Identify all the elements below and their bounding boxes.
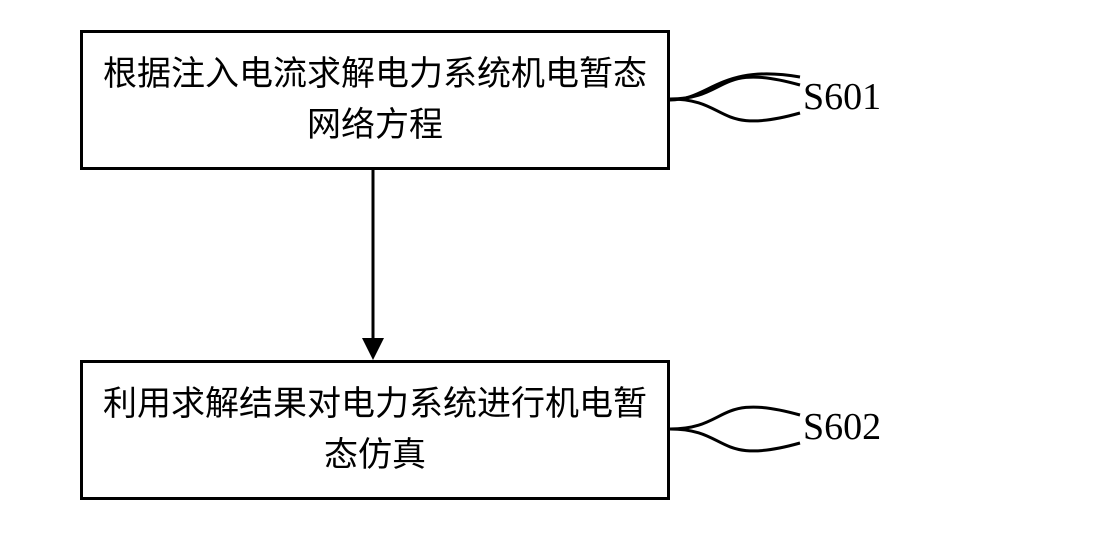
flow-step-2: 利用求解结果对电力系统进行机电暂态仿真 bbox=[80, 360, 670, 500]
flow-step-2-text: 利用求解结果对电力系统进行机电暂态仿真 bbox=[83, 371, 667, 489]
flow-step-1: 根据注入电流求解电力系统机电暂态网络方程 bbox=[80, 30, 670, 170]
label-connector-1 bbox=[670, 55, 805, 150]
flow-step-1-text: 根据注入电流求解电力系统机电暂态网络方程 bbox=[83, 41, 667, 159]
step-label-1: S601 bbox=[803, 75, 881, 119]
step-label-2: S602 bbox=[803, 405, 881, 449]
flow-arrow-1 bbox=[358, 170, 388, 365]
label-connector-2 bbox=[670, 385, 805, 480]
